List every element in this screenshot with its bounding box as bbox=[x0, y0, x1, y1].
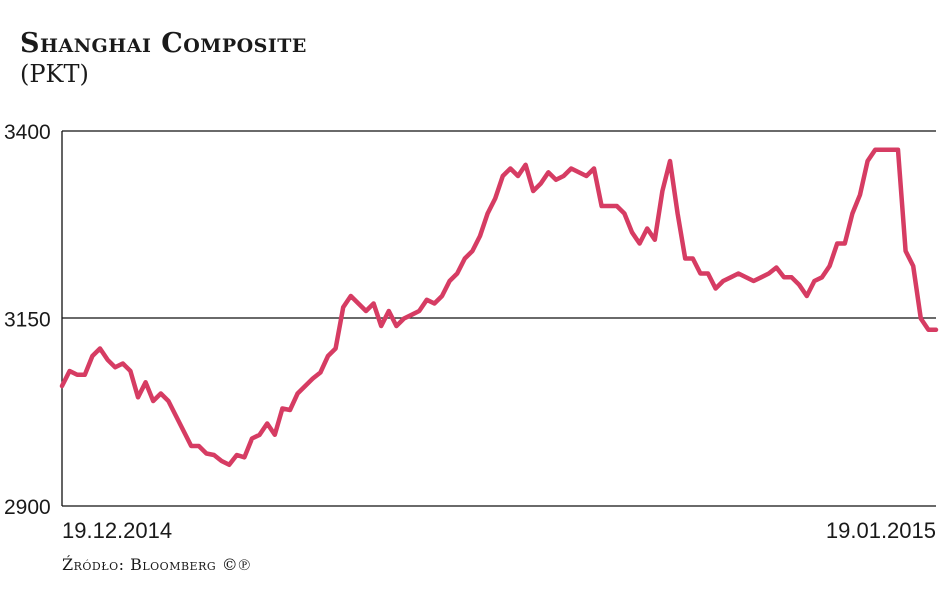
grid-lines bbox=[61, 130, 936, 507]
series-line bbox=[59, 147, 939, 468]
chart-subtitle: (PKT) bbox=[20, 60, 89, 88]
x-tick-label: 19.01.2015 bbox=[826, 518, 936, 543]
y-tick-label: 3150 bbox=[4, 309, 51, 332]
y-tick-label: 3400 bbox=[4, 121, 51, 144]
chart-title: Shanghai Composite bbox=[20, 28, 307, 59]
source-note: Źródło: Bloomberg ©℗ bbox=[62, 555, 251, 574]
y-tick-label: 2900 bbox=[4, 496, 51, 519]
x-tick-label: 19.12.2014 bbox=[62, 518, 172, 543]
